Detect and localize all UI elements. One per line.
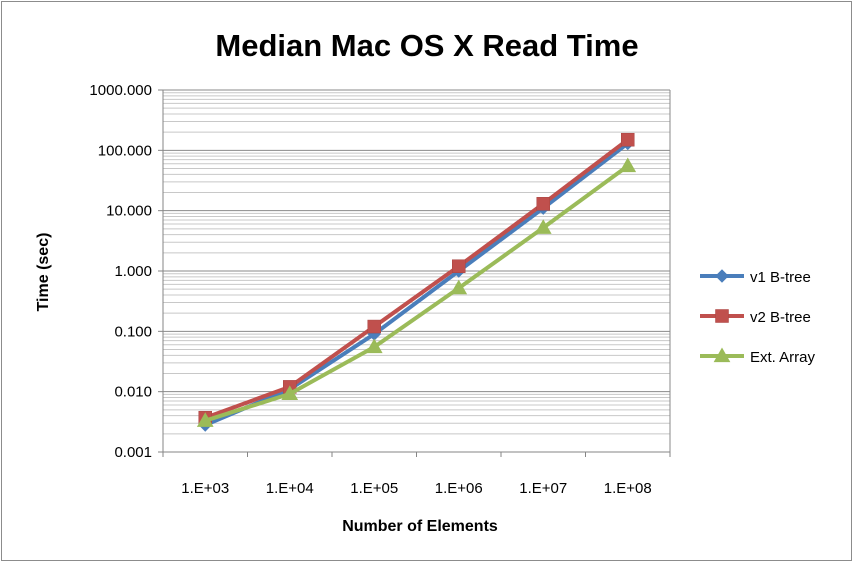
y-axis-ticks: 0.001 0.010 0.100 1.000 10.000 100.000 1000.00…: [89, 82, 163, 461]
series-line: [204, 141, 629, 427]
series-line: [204, 164, 629, 423]
data-point: [619, 157, 637, 173]
data-point: [281, 385, 299, 400]
y-tick-label: 0.100: [114, 323, 152, 340]
x-tick-label: 1.E+08: [604, 480, 652, 497]
series-line: [204, 138, 629, 420]
legend-label: v2 B-tree: [750, 309, 811, 326]
series-v2-b-tree: [198, 132, 635, 425]
legend-label: Ext. Array: [750, 349, 816, 366]
y-tick-label: 0.001: [114, 444, 152, 461]
legend-item-v1-b-tree: v1 B-tree: [700, 269, 811, 286]
y-tick-label: 10.000: [106, 203, 152, 220]
x-tick-label: 1.E+03: [181, 480, 229, 497]
x-tick-label: 1.E+06: [435, 480, 483, 497]
data-point: [367, 319, 381, 334]
x-tick-label: 1.E+04: [266, 480, 314, 497]
y-tick-label: 1.000: [114, 263, 152, 280]
legend-item-ext-array: Ext. Array: [700, 347, 816, 366]
legend-marker: [715, 269, 729, 283]
chart-title: Median Mac OS X Read Time: [215, 28, 638, 63]
y-tick-label: 100.000: [98, 142, 152, 159]
legend: v1 B-tree v2 B-tree Ext. Array: [700, 269, 816, 366]
legend-marker: [715, 309, 729, 323]
series-ext-array: [196, 157, 637, 427]
data-point: [452, 259, 466, 273]
y-axis-title: Time (sec): [35, 233, 52, 312]
x-axis-ticks: 1.E+03 1.E+04 1.E+05 1.E+06 1.E+07 1.E+08: [162, 452, 671, 497]
legend-marker: [713, 347, 731, 363]
x-tick-label: 1.E+05: [350, 480, 398, 497]
data-point: [621, 132, 635, 147]
grid: [162, 89, 671, 453]
data-point: [536, 197, 550, 211]
legend-label: v1 B-tree: [750, 269, 811, 286]
data-point: [450, 279, 468, 295]
data-point: [365, 338, 383, 354]
data-point: [196, 412, 214, 427]
x-tick-label: 1.E+07: [519, 480, 567, 497]
legend-item-v2-b-tree: v2 B-tree: [700, 309, 811, 326]
x-axis-title: Number of Elements: [342, 518, 498, 535]
y-tick-label: 1000.000: [89, 82, 152, 99]
data-point: [534, 219, 552, 234]
series-group: [196, 132, 637, 432]
y-tick-label: 0.010: [114, 384, 152, 401]
